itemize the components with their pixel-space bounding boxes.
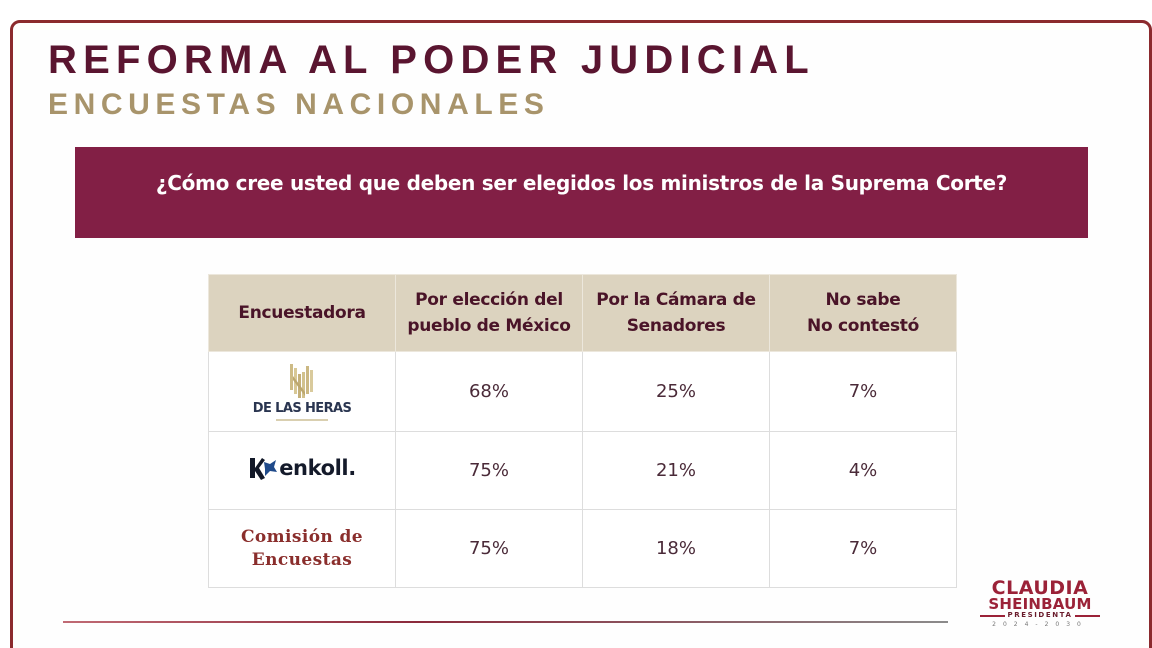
brand-last-name: SHEINBAUM (988, 595, 1092, 613)
header-line: Por la Cámara de (596, 290, 756, 310)
value-cell: 7% (769, 351, 957, 432)
column-header-pollster: Encuestadora (208, 274, 396, 352)
question-banner: ¿Cómo cree usted que deben ser elegidos … (75, 147, 1088, 238)
header-line: Encuestadora (238, 303, 366, 323)
logo-tagline (276, 419, 328, 421)
brand-rule (1074, 614, 1100, 617)
pollster-cell: DE LAS HERAS (208, 351, 396, 432)
enkoll-logo: enkoll. (248, 454, 356, 482)
value-cell: 68% (395, 351, 583, 432)
header-line: Por elección del (415, 290, 563, 310)
value-cell: 4% (769, 431, 957, 510)
table-row: enkoll. 75% 21% 4% (208, 431, 957, 510)
table-row: Comisión de Encuestas 75% 18% 7% (208, 509, 957, 588)
column-header-senate: Por la Cámara de Senadores (582, 274, 770, 352)
header-line: No contestó (807, 316, 919, 336)
pollster-cell: Comisión de Encuestas (208, 509, 396, 588)
footer-divider (63, 621, 948, 623)
table-row: DE LAS HERAS 68% 25% 7% (208, 351, 957, 432)
brand-years: 2024-2030 (992, 621, 1088, 628)
pollster-name-line: Encuestas (251, 549, 353, 570)
brand-first-name: CLAUDIA (991, 577, 1089, 599)
brand-logo: CLAUDIA SHEINBAUM PRESIDENTA 2024-2030 (978, 579, 1102, 629)
header-line: No sabe (825, 290, 901, 310)
header-line: pueblo de México (407, 316, 571, 336)
pollster-name-line: Comisión de (240, 526, 364, 547)
value-cell: 7% (769, 509, 957, 588)
comision-de-encuestas-logo: Comisión de Encuestas (209, 526, 395, 572)
de-las-heras-mark-icon (290, 364, 313, 398)
brand-role-text: PRESIDENTA (1007, 611, 1073, 619)
column-header-no-answer: No sabe No contestó (769, 274, 957, 352)
brand-role: PRESIDENTA (978, 611, 1102, 620)
column-header-popular-election: Por elección del pueblo de México (395, 274, 583, 352)
table-header-row: Encuestadora Por elección del pueblo de … (208, 274, 957, 352)
pollster-name: enkoll. (279, 456, 356, 480)
value-cell: 18% (582, 509, 770, 588)
de-las-heras-logo: DE LAS HERAS (252, 362, 352, 421)
value-cell: 75% (395, 431, 583, 510)
brand-rule (980, 614, 1006, 617)
survey-results-table: Encuestadora Por elección del pueblo de … (208, 274, 957, 588)
enkoll-mark-icon (250, 458, 278, 480)
question-text: ¿Cómo cree usted que deben ser elegidos … (155, 171, 1008, 195)
value-cell: 21% (582, 431, 770, 510)
header-line: Senadores (626, 316, 726, 336)
slide-subtitle: ENCUESTAS NACIONALES (48, 88, 550, 121)
value-cell: 25% (582, 351, 770, 432)
slide-title: REFORMA AL PODER JUDICIAL (48, 38, 815, 82)
value-cell: 75% (395, 509, 583, 588)
pollster-name: DE LAS HERAS (252, 401, 352, 416)
pollster-cell: enkoll. (208, 431, 396, 510)
